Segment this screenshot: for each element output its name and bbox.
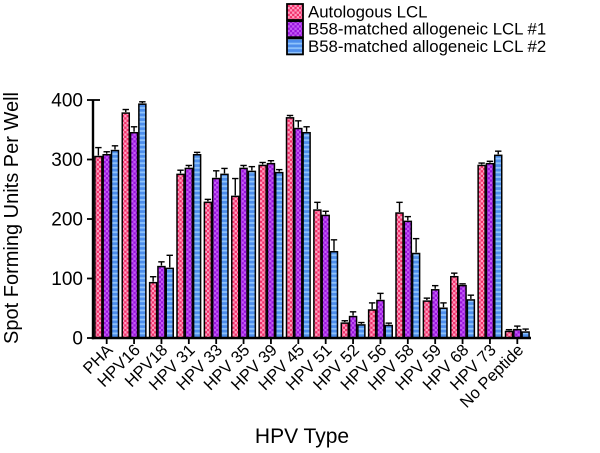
bar — [121, 112, 131, 339]
legend-swatch — [286, 37, 304, 56]
bar — [129, 131, 139, 339]
bar — [376, 299, 385, 339]
bar — [477, 164, 486, 339]
bar — [165, 267, 174, 339]
bar — [110, 149, 120, 339]
bar — [430, 289, 440, 339]
bar — [247, 170, 257, 339]
legend-label: B58-matched allogeneic LCL #1 — [308, 20, 546, 39]
bar — [231, 195, 240, 339]
bar — [157, 265, 166, 339]
legend-label: Autologous LCL — [308, 3, 427, 22]
bar — [329, 250, 339, 339]
bar — [340, 322, 350, 339]
bar — [357, 324, 366, 339]
bar — [302, 131, 311, 339]
bar — [148, 281, 158, 339]
bar — [450, 275, 459, 339]
bar — [176, 173, 185, 339]
bar — [102, 153, 111, 339]
bar — [403, 220, 413, 339]
bar — [192, 153, 202, 339]
y-tick-label: 400 — [51, 91, 83, 112]
bar — [274, 171, 284, 339]
bar — [239, 167, 248, 339]
bar — [138, 103, 147, 339]
y-tick-label: 200 — [51, 210, 83, 231]
bar — [422, 300, 432, 339]
bar — [367, 309, 377, 339]
bar — [466, 299, 476, 339]
bar — [439, 307, 448, 339]
bar — [395, 212, 404, 339]
y-tick-label: 100 — [51, 269, 83, 290]
bar — [258, 164, 267, 339]
bar — [411, 252, 421, 339]
bar — [94, 155, 103, 339]
bar — [313, 209, 322, 339]
bar — [321, 214, 330, 339]
bar — [211, 177, 221, 339]
bar — [203, 201, 213, 339]
bar — [184, 167, 194, 339]
y-axis-label: Spot Forming Units Per Well — [1, 92, 23, 344]
y-tick-label: 0 — [72, 329, 83, 350]
bar — [485, 162, 495, 339]
bar — [285, 117, 295, 339]
y-tick-label: 300 — [51, 150, 83, 171]
legend-swatch — [286, 3, 304, 21]
bar — [458, 284, 467, 339]
bar — [220, 173, 229, 339]
legend-swatch — [286, 20, 304, 39]
bar — [493, 154, 503, 339]
bar — [513, 328, 522, 339]
bar — [348, 315, 358, 339]
legend-label: B58-matched allogeneic LCL #2 — [308, 37, 546, 56]
x-axis-title: HPV Type — [255, 425, 349, 448]
bar — [384, 324, 393, 339]
bar — [266, 162, 276, 339]
bar — [294, 127, 303, 339]
